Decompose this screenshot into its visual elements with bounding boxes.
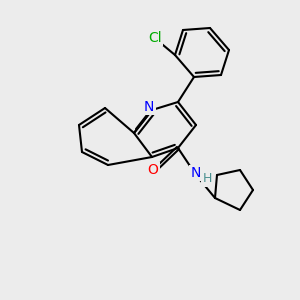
Text: N: N: [191, 166, 201, 180]
Text: Cl: Cl: [148, 31, 162, 45]
Text: H: H: [202, 172, 212, 185]
Text: N: N: [144, 100, 154, 114]
Text: O: O: [148, 163, 158, 177]
